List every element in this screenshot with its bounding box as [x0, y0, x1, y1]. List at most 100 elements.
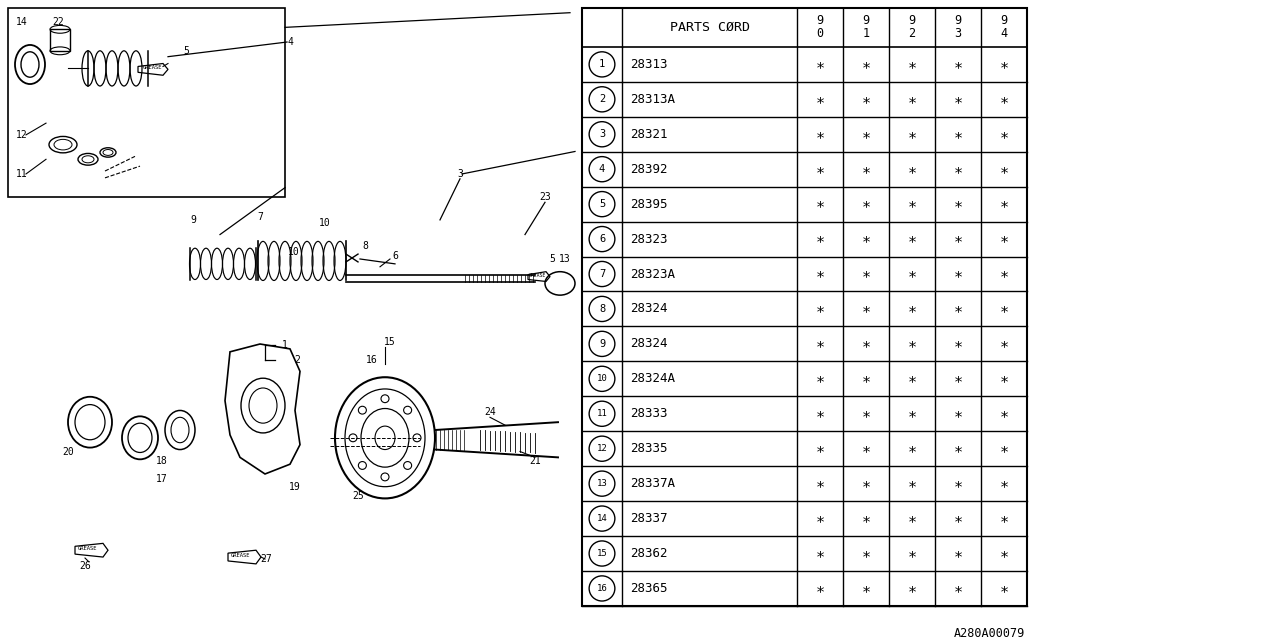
- Text: ∗: ∗: [861, 266, 870, 282]
- Text: 28324A: 28324A: [630, 372, 675, 385]
- Text: ∗: ∗: [954, 57, 963, 72]
- Bar: [582, 8, 1027, 606]
- Text: ∗: ∗: [908, 371, 916, 387]
- Bar: [8, 8, 285, 197]
- Text: ∗: ∗: [1000, 337, 1009, 351]
- Text: ∗: ∗: [815, 196, 824, 212]
- Text: 14: 14: [596, 514, 608, 523]
- Text: ∗: ∗: [861, 511, 870, 526]
- Text: ∗: ∗: [908, 406, 916, 421]
- Text: ∗: ∗: [861, 371, 870, 387]
- Text: ∗: ∗: [1000, 57, 1009, 72]
- Text: ∗: ∗: [861, 127, 870, 141]
- Text: ∗: ∗: [908, 476, 916, 491]
- Text: 28324: 28324: [630, 303, 667, 316]
- Text: ∗: ∗: [908, 581, 916, 596]
- Text: 28313A: 28313A: [630, 93, 675, 106]
- Text: ∗: ∗: [815, 92, 824, 107]
- Text: ∗: ∗: [1000, 546, 1009, 561]
- Text: 28321: 28321: [630, 128, 667, 141]
- Text: 12: 12: [596, 444, 608, 453]
- Text: PARTS CØRD: PARTS CØRD: [669, 21, 750, 34]
- Text: 28337: 28337: [630, 512, 667, 525]
- Text: ∗: ∗: [815, 511, 824, 526]
- Text: 5: 5: [183, 46, 189, 56]
- Text: ∗: ∗: [908, 337, 916, 351]
- Text: ∗: ∗: [861, 57, 870, 72]
- Text: ∗: ∗: [861, 162, 870, 177]
- Text: 16: 16: [366, 355, 378, 365]
- Text: 15: 15: [384, 337, 396, 347]
- Text: 1: 1: [599, 60, 605, 69]
- Text: 3: 3: [457, 169, 463, 179]
- Text: 9
3: 9 3: [955, 14, 961, 40]
- Text: GREASE: GREASE: [529, 273, 547, 278]
- Text: ∗: ∗: [861, 337, 870, 351]
- Text: 6: 6: [392, 251, 398, 261]
- Text: 28365: 28365: [630, 582, 667, 595]
- Text: ∗: ∗: [1000, 266, 1009, 282]
- Text: ∗: ∗: [908, 266, 916, 282]
- Text: ∗: ∗: [1000, 371, 1009, 387]
- Text: 7: 7: [257, 212, 262, 222]
- Text: ∗: ∗: [908, 511, 916, 526]
- Text: 28337A: 28337A: [630, 477, 675, 490]
- Text: 12: 12: [15, 130, 28, 140]
- Text: ∗: ∗: [954, 266, 963, 282]
- Text: ∗: ∗: [1000, 162, 1009, 177]
- Text: 5: 5: [549, 254, 556, 264]
- Text: ∗: ∗: [954, 511, 963, 526]
- Text: 11: 11: [596, 409, 608, 419]
- Text: 28362: 28362: [630, 547, 667, 560]
- Text: ∗: ∗: [1000, 301, 1009, 316]
- Text: ∗: ∗: [954, 162, 963, 177]
- Text: ∗: ∗: [1000, 232, 1009, 246]
- Text: GREASE: GREASE: [143, 65, 163, 70]
- Text: ∗: ∗: [1000, 581, 1009, 596]
- Text: ∗: ∗: [954, 441, 963, 456]
- Text: ∗: ∗: [861, 406, 870, 421]
- Text: ∗: ∗: [815, 301, 824, 316]
- Text: 11: 11: [15, 169, 28, 179]
- Text: ∗: ∗: [908, 546, 916, 561]
- Text: ∗: ∗: [815, 406, 824, 421]
- Text: GREASE: GREASE: [230, 553, 251, 558]
- Text: ∗: ∗: [1000, 92, 1009, 107]
- Text: 5: 5: [599, 199, 605, 209]
- Text: 26: 26: [79, 561, 91, 571]
- Text: ∗: ∗: [861, 301, 870, 316]
- Text: 8: 8: [599, 304, 605, 314]
- Text: ∗: ∗: [954, 406, 963, 421]
- Text: ∗: ∗: [815, 371, 824, 387]
- Text: 28392: 28392: [630, 163, 667, 176]
- Text: ∗: ∗: [908, 92, 916, 107]
- Text: 2: 2: [599, 94, 605, 104]
- Text: 2: 2: [294, 355, 300, 365]
- Text: 28333: 28333: [630, 407, 667, 420]
- Text: 25: 25: [352, 492, 364, 502]
- Text: ∗: ∗: [954, 337, 963, 351]
- Text: ∗: ∗: [815, 57, 824, 72]
- Text: ∗: ∗: [1000, 441, 1009, 456]
- Text: ∗: ∗: [908, 127, 916, 141]
- Text: 9: 9: [599, 339, 605, 349]
- Text: ∗: ∗: [908, 232, 916, 246]
- Text: 9
1: 9 1: [863, 14, 869, 40]
- Text: ∗: ∗: [815, 441, 824, 456]
- Text: 28313: 28313: [630, 58, 667, 71]
- Text: ∗: ∗: [861, 441, 870, 456]
- Text: ∗: ∗: [815, 162, 824, 177]
- Text: ∗: ∗: [1000, 406, 1009, 421]
- Text: 27: 27: [260, 554, 271, 564]
- Text: 23: 23: [539, 193, 550, 202]
- Text: ∗: ∗: [861, 476, 870, 491]
- Text: 4: 4: [287, 37, 293, 47]
- Text: 28324: 28324: [630, 337, 667, 350]
- Text: GREASE: GREASE: [78, 546, 97, 551]
- Text: 28395: 28395: [630, 198, 667, 211]
- Text: 4: 4: [599, 164, 605, 174]
- Text: ∗: ∗: [815, 232, 824, 246]
- Text: 16: 16: [596, 584, 608, 593]
- Text: 3: 3: [599, 129, 605, 140]
- Text: 9
0: 9 0: [817, 14, 823, 40]
